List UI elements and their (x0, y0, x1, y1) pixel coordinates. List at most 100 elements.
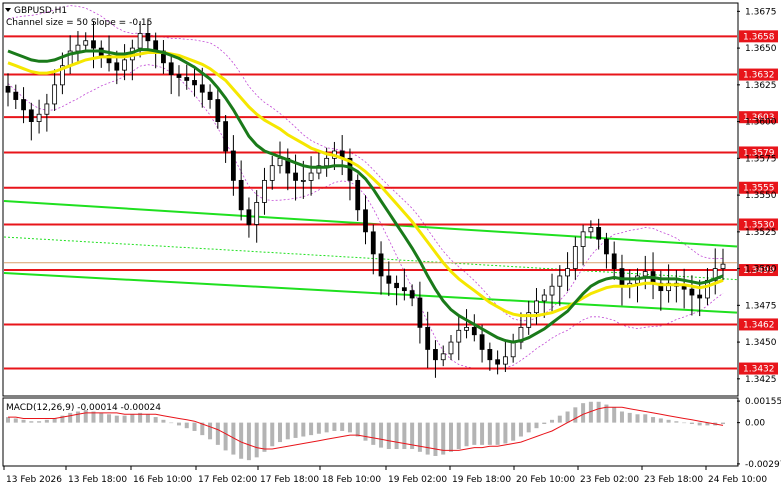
macd-bar (402, 422, 407, 450)
macd-bar (464, 422, 469, 447)
candle-body (207, 91, 213, 100)
macd-bar (588, 401, 593, 423)
level-label-box (739, 362, 778, 375)
candle-body (471, 326, 477, 336)
time-tick-label: 19 Feb 02:00 (388, 475, 447, 485)
candle-body (176, 74, 182, 78)
macd-bar (13, 418, 18, 423)
channel-info: Channel size = 50 Slope = -0.15 (6, 18, 152, 28)
macd-bar (29, 421, 34, 423)
candle (433, 340, 438, 378)
candle (5, 73, 11, 107)
macd-bar (627, 412, 632, 423)
macd-bar (410, 422, 415, 450)
macd-bar (68, 412, 73, 423)
macd-bar (332, 422, 337, 431)
level-label-box (739, 218, 778, 231)
candle-body (394, 282, 399, 289)
candle-body (433, 349, 438, 361)
candle-body (308, 172, 314, 181)
candle-body (75, 44, 81, 52)
macd-bar (518, 422, 523, 437)
candle-body (487, 349, 493, 361)
price-tick-label: 1.3625 (745, 81, 777, 91)
main-panel-frame (2, 2, 739, 397)
macd-bar (557, 415, 562, 423)
macd-tick-label: 0.00 (745, 419, 765, 429)
candle (238, 160, 244, 221)
macd-bar (721, 422, 725, 425)
candle-body (464, 326, 469, 331)
candle-body (495, 359, 501, 365)
candle-body (689, 288, 695, 296)
candle (207, 84, 213, 109)
price-axis: 1.36751.36501.36251.36001.35751.35501.35… (737, 7, 777, 385)
macd-bar (448, 422, 453, 452)
chart-symbol: GBPUSD,H1 (14, 6, 67, 16)
candle (52, 69, 58, 111)
candle (36, 99, 42, 134)
macd-bar (495, 422, 500, 445)
macd-tick-label: -0.00297 (745, 460, 781, 470)
macd-tick-label: 0.00155 (745, 397, 781, 407)
macd-bar (122, 415, 127, 423)
macd-bar (169, 422, 174, 424)
level-label-box (739, 181, 778, 194)
candle (588, 220, 594, 239)
macd-bar (643, 414, 648, 423)
candle-body (611, 253, 617, 269)
macd-layer: 0.00155 0.00 -0.00297 (6, 397, 781, 470)
time-tick-label: 17 Feb 18:00 (260, 475, 319, 485)
candle (394, 275, 399, 306)
macd-bar (99, 412, 104, 423)
dropdown-triangle-icon[interactable] (5, 8, 11, 12)
candle (230, 135, 236, 196)
macd-bar (379, 422, 384, 448)
candle-body (21, 99, 26, 111)
candle (254, 190, 260, 243)
candle (91, 21, 96, 69)
candle (28, 102, 34, 141)
candle (122, 44, 127, 81)
macd-bar (316, 422, 321, 434)
level-label-box (739, 146, 778, 159)
level-label-box (739, 111, 778, 124)
macd-bar (371, 422, 376, 445)
macd-bar (176, 422, 181, 426)
macd-bar (612, 407, 617, 423)
candle (401, 268, 407, 301)
macd-bar (417, 422, 422, 452)
price-tick-label: 1.3600 (745, 118, 777, 128)
macd-bar (472, 422, 477, 445)
level-label: 1.3632 (743, 71, 775, 81)
candle (378, 241, 384, 295)
candle-body (293, 172, 298, 181)
candle-body (83, 40, 89, 46)
macd-bar (91, 411, 96, 423)
candle (502, 339, 508, 373)
level-label-box (739, 68, 778, 81)
candle-body (254, 202, 260, 225)
macd-bar (215, 422, 220, 445)
level-label-box (739, 264, 778, 277)
time-tick-label: 18 Feb 10:00 (322, 475, 381, 485)
macd-bar (60, 415, 65, 423)
candle-body (409, 290, 415, 299)
candle (370, 224, 376, 275)
candle (137, 20, 143, 58)
price-tick-label: 1.3525 (745, 228, 777, 238)
macd-bar (21, 419, 26, 423)
candle-body (565, 268, 570, 277)
candle-body (448, 341, 454, 355)
candle (269, 155, 275, 190)
time-tick-label: 13 Feb 18:00 (68, 475, 127, 485)
candle (479, 324, 485, 363)
candle (355, 174, 361, 221)
candle-body (456, 329, 462, 343)
macd-bar (503, 422, 508, 444)
macd-bar (511, 422, 516, 441)
time-tick-label: 20 Feb 10:00 (516, 475, 575, 485)
macd-bar (231, 422, 236, 455)
candle (425, 311, 431, 369)
macd-bar (293, 422, 298, 438)
